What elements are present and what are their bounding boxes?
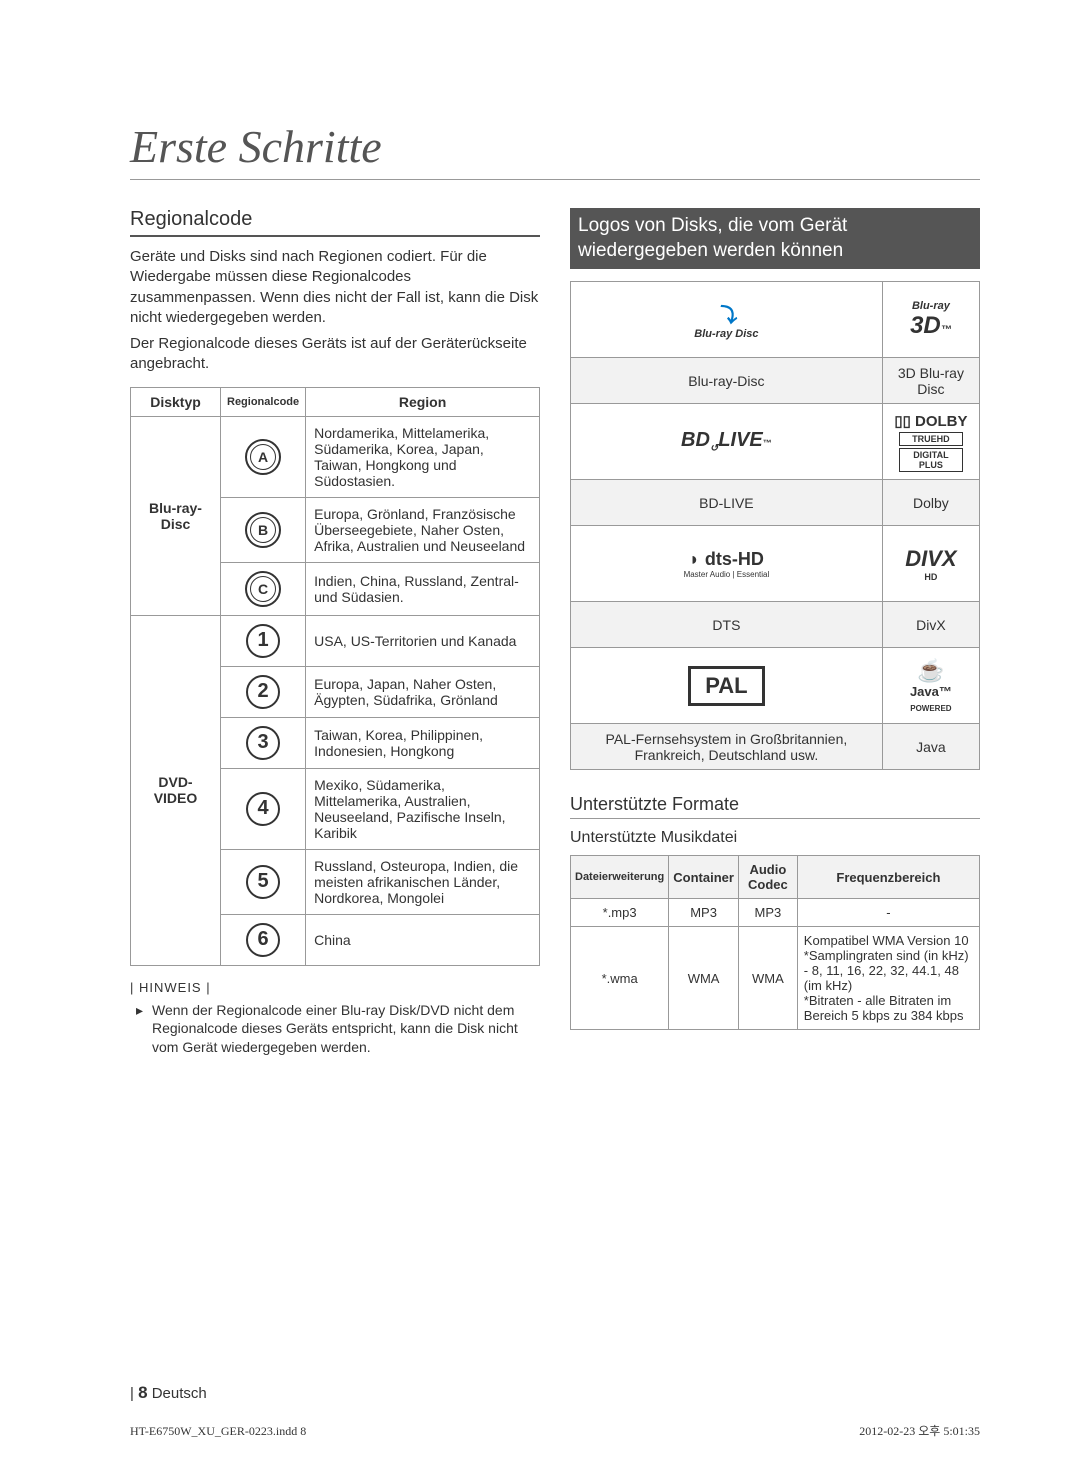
th-disktyp: Disktyp	[131, 387, 221, 416]
th-ext: Dateierweiterung	[571, 856, 669, 899]
cell-region-bd-c: Indien, China, Russland, Zentral- und Sü…	[306, 562, 540, 615]
region-code-1-icon: 1	[246, 624, 280, 658]
label-dolby: Dolby	[882, 480, 979, 526]
cell-type-dvd: DVD-VIDEO	[131, 615, 221, 965]
cell-rc-bd-a: A	[221, 416, 306, 497]
logo-bluray3d: Blu-ray3D™	[882, 282, 979, 358]
logo-java: ☕Java™POWERED	[882, 648, 979, 724]
region-code-5-icon: 5	[246, 865, 280, 899]
label-java: Java	[882, 724, 979, 770]
region-code-2-icon: 2	[246, 675, 280, 709]
th-regionalcode: Regionalcode	[221, 387, 306, 416]
heading-logos: Logos von Disks, die vom Gerät wiedergeg…	[570, 208, 980, 269]
region-code-a-icon: A	[245, 439, 281, 475]
cell-region-dvd-6: China	[306, 914, 540, 965]
cell-container-mp3: MP3	[669, 899, 739, 927]
th-freq: Frequenzbereich	[797, 856, 979, 899]
cell-freq-mp3: -	[797, 899, 979, 927]
logo-bluray: ⤵Blu-ray Disc	[571, 282, 883, 358]
region-code-c-icon: C	[245, 571, 281, 607]
cell-ext-wma: *.wma	[571, 927, 669, 1030]
cell-region-bd-a: Nordamerika, Mittelamerika, Südamerika, …	[306, 416, 540, 497]
cell-rc-dvd-5: 5	[221, 849, 306, 914]
region-code-3-icon: 3	[246, 726, 280, 760]
cell-freq-wma: Kompatibel WMA Version 10 *Samplingraten…	[797, 927, 979, 1030]
regionalcode-p2: Der Regionalcode dieses Geräts ist auf d…	[130, 334, 540, 375]
regionalcode-p1: Geräte und Disks sind nach Regionen codi…	[130, 247, 540, 328]
cell-region-dvd-3: Taiwan, Korea, Philippinen, Indonesien, …	[306, 717, 540, 768]
region-code-b-icon: B	[245, 512, 281, 548]
heading-formats: Unterstützte Formate	[570, 794, 980, 819]
right-column: Logos von Disks, die vom Gerät wiedergeg…	[570, 208, 980, 1057]
label-divx: DivX	[882, 602, 979, 648]
cell-codec-mp3: MP3	[738, 899, 797, 927]
region-table: Disktyp Regionalcode Region Blu-ray-Disc…	[130, 387, 540, 966]
formats-table: Dateierweiterung Container Audio Codec F…	[570, 855, 980, 1030]
region-code-6-icon: 6	[246, 923, 280, 957]
cell-region-dvd-2: Europa, Japan, Naher Osten, Ägypten, Süd…	[306, 666, 540, 717]
page-num-value: 8	[138, 1383, 147, 1402]
logo-bdlive: BD↺LIVE™	[571, 404, 883, 480]
label-bluray3d: 3D Blu-ray Disc	[882, 358, 979, 404]
cell-region-dvd-5: Russland, Osteuropa, Indien, die meisten…	[306, 849, 540, 914]
hinweis-body: Wenn der Regionalcode einer Blu-ray Disk…	[130, 1001, 540, 1058]
heading-regionalcode: Regionalcode	[130, 208, 540, 237]
cell-rc-dvd-4: 4	[221, 768, 306, 849]
heading-music: Unterstützte Musikdatei	[570, 829, 980, 847]
page-lang: Deutsch	[152, 1385, 207, 1402]
logos-table: ⤵Blu-ray Disc Blu-ray3D™ Blu-ray-Disc 3D…	[570, 281, 980, 770]
page-number: | 8 Deutsch	[130, 1383, 207, 1403]
cell-region-dvd-4: Mexiko, Südamerika, Mittelamerika, Austr…	[306, 768, 540, 849]
logo-pal: PAL	[571, 648, 883, 724]
cell-rc-dvd-2: 2	[221, 666, 306, 717]
th-container: Container	[669, 856, 739, 899]
logo-divx: DIVXHD	[882, 526, 979, 602]
cell-container-wma: WMA	[669, 927, 739, 1030]
cell-rc-dvd-6: 6	[221, 914, 306, 965]
cell-type-bd: Blu-ray-Disc	[131, 416, 221, 615]
label-bluray: Blu-ray-Disc	[571, 358, 883, 404]
th-codec: Audio Codec	[738, 856, 797, 899]
cell-rc-dvd-3: 3	[221, 717, 306, 768]
left-column: Regionalcode Geräte und Disks sind nach …	[130, 208, 540, 1057]
label-pal: PAL-Fernsehsystem in Großbritannien, Fra…	[571, 724, 883, 770]
footer-date: 2012-02-23 오후 5:01:35	[859, 1422, 980, 1439]
cell-region-bd-b: Europa, Grönland, Französische Überseege…	[306, 497, 540, 562]
cell-rc-bd-c: C	[221, 562, 306, 615]
region-code-4-icon: 4	[246, 792, 280, 826]
logo-dts: ◗ dts-HDMaster Audio | Essential	[571, 526, 883, 602]
page-title: Erste Schritte	[130, 120, 980, 180]
label-bdlive: BD-LIVE	[571, 480, 883, 526]
label-dts: DTS	[571, 602, 883, 648]
cell-ext-mp3: *.mp3	[571, 899, 669, 927]
th-region: Region	[306, 387, 540, 416]
cell-codec-wma: WMA	[738, 927, 797, 1030]
cell-rc-bd-b: B	[221, 497, 306, 562]
cell-rc-dvd-1: 1	[221, 615, 306, 666]
footer-file: HT-E6750W_XU_GER-0223.indd 8	[130, 1424, 306, 1439]
logo-dolby: ▯▯ DOLBYTRUEHDDIGITAL PLUS	[882, 404, 979, 480]
cell-region-dvd-1: USA, US-Territorien und Kanada	[306, 615, 540, 666]
hinweis-label: | HINWEIS |	[130, 980, 540, 995]
